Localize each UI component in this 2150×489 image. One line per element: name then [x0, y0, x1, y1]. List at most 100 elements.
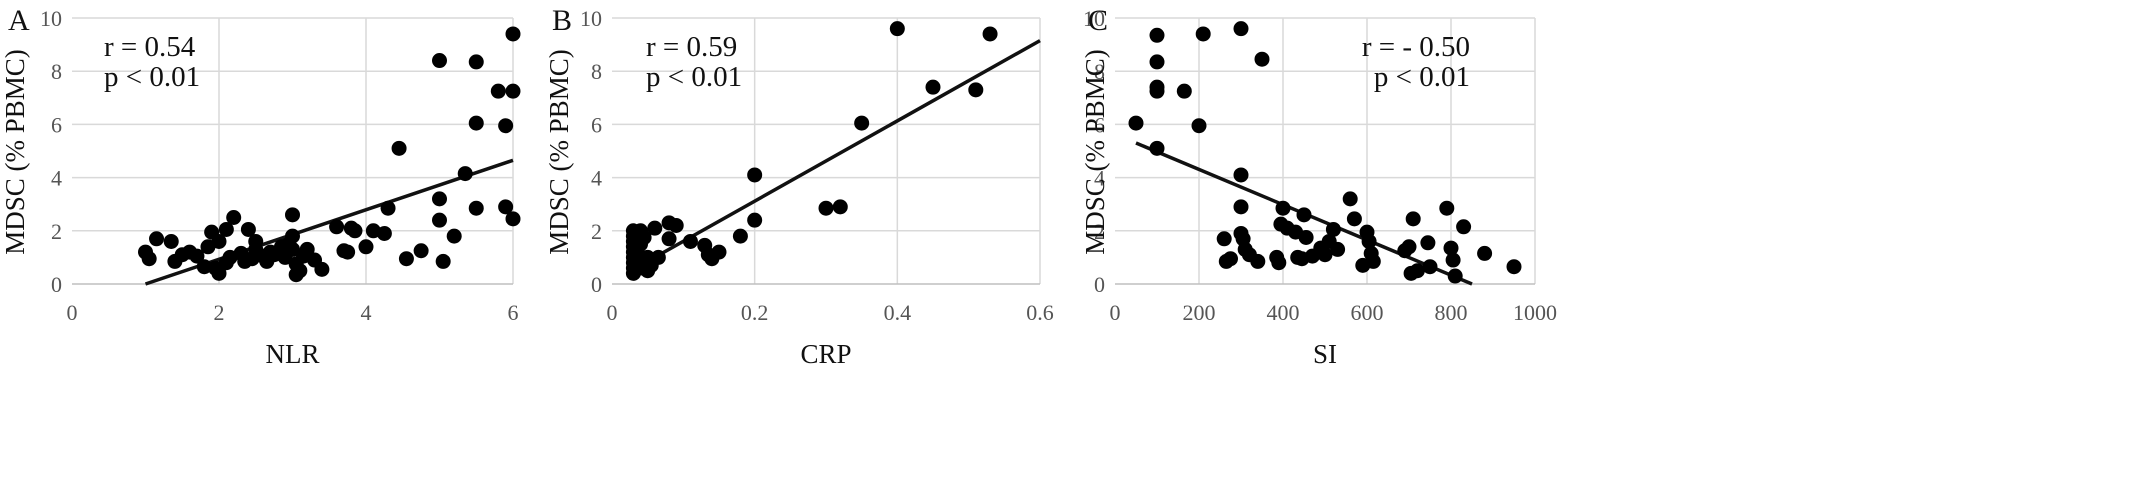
- data-point: [1191, 118, 1207, 134]
- data-point: [432, 212, 447, 228]
- x-tick-label: 1000: [1513, 300, 1557, 325]
- data-point: [1271, 255, 1287, 271]
- data-point: [391, 140, 407, 156]
- panel-b: 0 0.2 0.4 0.6 0 2 4 6 8 10 CRP MDSC (% PBMC) Br = 0.…: [544, 4, 1054, 369]
- data-point: [832, 199, 848, 215]
- y-tick-label: 4: [591, 166, 602, 191]
- data-point: [347, 223, 363, 239]
- data-point: [968, 82, 984, 98]
- x-tick-label: 600: [1351, 300, 1384, 325]
- data-point: [329, 219, 345, 235]
- panel-a: 0 2 4 6 0 2 4 6 8 10 NLR MDSC (% PBMC) Ar = 0.54p < …: [0, 4, 521, 369]
- data-point: [432, 191, 447, 207]
- data-point: [490, 83, 506, 99]
- data-point: [398, 251, 414, 267]
- data-point: [1443, 240, 1459, 256]
- x-tick-label: 0.2: [741, 300, 769, 325]
- data-point: [1401, 239, 1417, 255]
- y-tick-label: 0: [1094, 272, 1105, 297]
- data-point: [1296, 207, 1312, 223]
- data-point: [747, 212, 763, 228]
- data-point: [285, 228, 300, 244]
- data-point: [1342, 191, 1358, 207]
- data-point: [1250, 253, 1266, 269]
- x-tick-label: 0.4: [884, 300, 912, 325]
- x-tick-label: 0: [607, 300, 618, 325]
- data-point: [711, 244, 727, 260]
- x-tick-label: 6: [508, 300, 519, 325]
- data-point: [413, 243, 429, 259]
- data-point: [1422, 259, 1438, 275]
- correlation-coefficient: r = 0.59: [646, 31, 737, 63]
- y-tick-label: 4: [1094, 166, 1105, 191]
- x-tick-label: 200: [1183, 300, 1216, 325]
- data-point: [854, 115, 870, 131]
- p-value: p < 0.01: [104, 61, 200, 93]
- x-axis-title: NLR: [266, 339, 320, 369]
- data-point: [468, 54, 484, 70]
- data-point: [211, 233, 227, 249]
- p-value: p < 0.01: [646, 61, 742, 93]
- data-point: [149, 231, 165, 247]
- data-point: [1195, 26, 1211, 42]
- data-point: [141, 251, 157, 267]
- data-point: [661, 231, 677, 247]
- data-point: [505, 26, 521, 42]
- y-tick-label: 4: [51, 166, 62, 191]
- data-point: [1149, 140, 1165, 156]
- data-point: [163, 233, 179, 249]
- panel-letter: A: [8, 4, 30, 37]
- y-axis-title: MDSC (% PBMC): [0, 49, 30, 255]
- data-point: [226, 210, 242, 225]
- data-point: [1477, 245, 1493, 261]
- y-tick-label: 10: [40, 6, 62, 31]
- data-point: [1439, 200, 1455, 216]
- y-tick-label: 6: [591, 112, 602, 137]
- data-point: [1149, 54, 1165, 70]
- data-point: [1176, 83, 1192, 99]
- data-point: [1233, 21, 1249, 37]
- y-tick-label: 8: [51, 59, 62, 84]
- y-tick-label: 8: [1094, 59, 1105, 84]
- x-tick-label: 2: [214, 300, 225, 325]
- correlation-coefficient: r = - 0.50: [1362, 31, 1470, 63]
- data-point: [1275, 200, 1291, 216]
- data-point: [925, 79, 941, 95]
- data-point: [468, 200, 484, 216]
- data-point: [340, 244, 356, 260]
- data-point: [468, 115, 484, 131]
- data-point: [1254, 51, 1270, 67]
- x-tick-label: 800: [1435, 300, 1468, 325]
- data-point: [889, 21, 905, 37]
- data-point: [682, 233, 698, 249]
- y-tick-label: 2: [1094, 219, 1105, 244]
- y-tick-label: 2: [591, 219, 602, 244]
- y-axis-title: MDSC (% PBMC): [544, 49, 574, 255]
- data-point: [285, 207, 300, 223]
- x-tick-label: 400: [1267, 300, 1300, 325]
- data-point: [747, 167, 763, 183]
- data-point: [1330, 241, 1346, 257]
- data-point: [1317, 247, 1333, 263]
- data-point: [432, 53, 447, 69]
- data-point: [1346, 211, 1362, 227]
- data-point: [196, 259, 212, 275]
- data-point: [1361, 233, 1377, 249]
- data-point: [1456, 219, 1472, 235]
- data-point: [285, 241, 300, 257]
- x-tick-label: 0: [67, 300, 78, 325]
- panel-c: 0 200 400 600 800 1000 0 2 4 6 8 10 SI MDSC (% PBMC) C…: [1080, 4, 1557, 369]
- data-point: [1409, 263, 1425, 279]
- data-point: [636, 229, 652, 245]
- panel-letter: C: [1088, 4, 1108, 37]
- data-point: [668, 217, 684, 233]
- data-point: [1223, 251, 1238, 267]
- x-tick-label: 0: [1110, 300, 1121, 325]
- data-point: [435, 253, 451, 269]
- data-point: [1128, 115, 1144, 131]
- data-point: [189, 248, 205, 264]
- data-point: [358, 239, 374, 255]
- y-axis-title: MDSC (% PBMC): [1080, 49, 1110, 255]
- data-point: [1149, 27, 1165, 43]
